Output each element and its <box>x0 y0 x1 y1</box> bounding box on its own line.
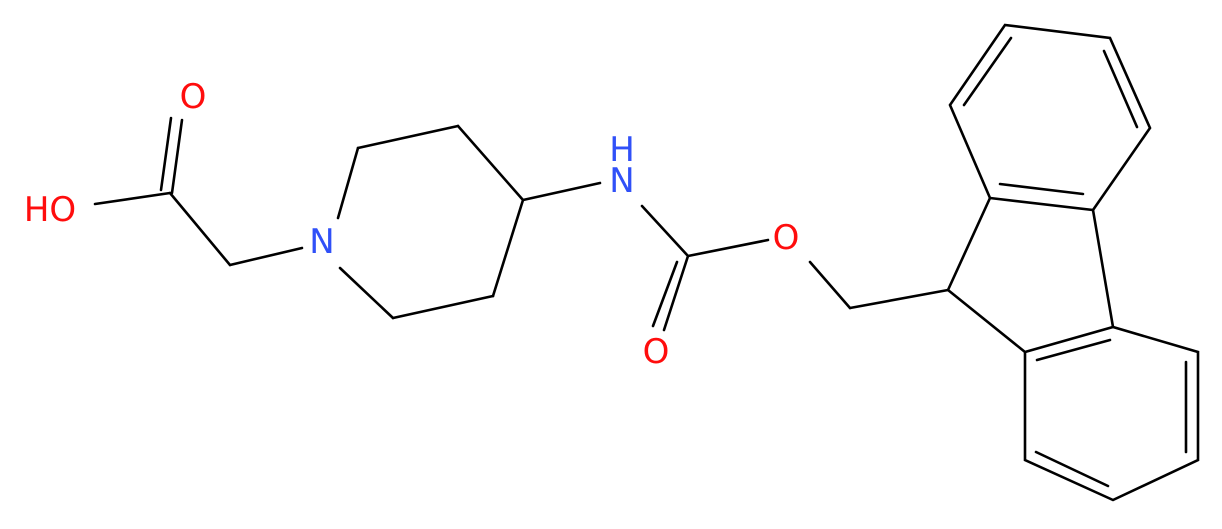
atom-label: O <box>643 332 670 372</box>
atom-label: O <box>180 77 207 117</box>
atom-label: N <box>309 222 334 262</box>
bonds <box>93 23 1200 502</box>
atom-label: HO <box>24 190 76 230</box>
atom-label: O <box>773 218 800 258</box>
atom-label: H <box>609 130 635 170</box>
atom-label: N <box>609 161 634 201</box>
